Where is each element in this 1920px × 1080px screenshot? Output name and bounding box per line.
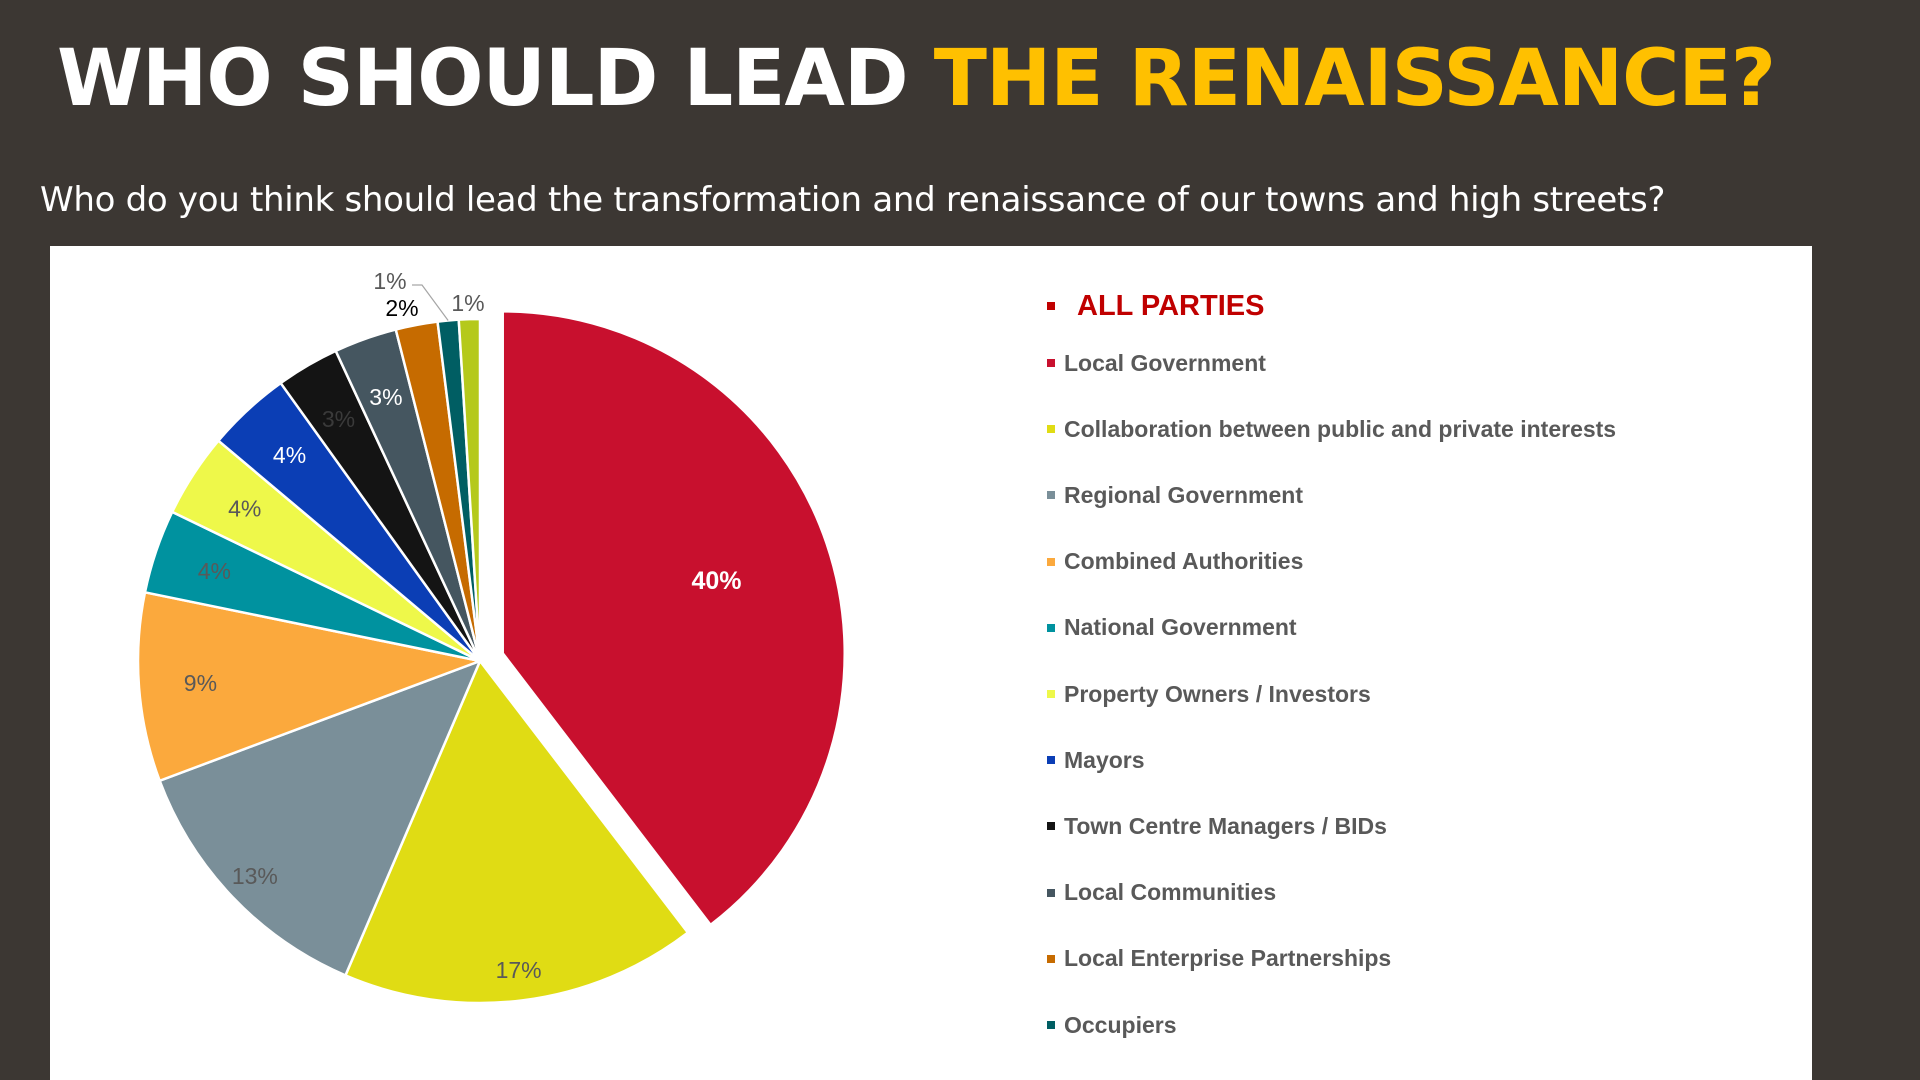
legend-label: Collaboration between public and private… [1064, 415, 1617, 442]
pie-slice [158, 658, 483, 978]
legend-item: Property Owners / Investors [1047, 677, 1371, 711]
pie-slice [343, 658, 690, 1005]
slide-subtitle: Who do you think should lead the transfo… [40, 180, 1666, 220]
legend-swatch [1047, 623, 1055, 632]
slice-data-label: 1% [451, 290, 484, 316]
slice-data-label: 3% [322, 406, 355, 432]
legend-swatch [1047, 425, 1055, 434]
title-part-2: THE RENAISSANCE? [933, 34, 1776, 124]
legend-header-swatch [1047, 302, 1055, 310]
pie-slice [457, 317, 482, 662]
slice-data-label: 40% [691, 567, 741, 595]
legend-swatch [1047, 888, 1055, 897]
legend-label: Local Communities [1064, 879, 1277, 906]
legend-item: Collaboration between public and private… [1047, 412, 1616, 446]
pie-slice [136, 590, 485, 783]
legend-header-label: ALL PARTIES [1077, 289, 1265, 322]
legend-label: Combined Authorities [1064, 548, 1304, 575]
legend-item: Local Enterprise Partnerships [1047, 942, 1391, 976]
slice-data-label: 4% [228, 495, 261, 521]
slice-data-label: 1% [373, 268, 406, 294]
legend-swatch [1047, 1021, 1055, 1029]
legend-swatch [1047, 359, 1055, 367]
legend-swatch [1047, 756, 1055, 765]
slice-data-label: 2% [385, 295, 418, 321]
legend-label: Town Centre Managers / BIDs [1064, 812, 1387, 839]
legend-item: Local Government [1047, 346, 1266, 380]
legend-swatch [1047, 954, 1055, 963]
title-part-1: WHO SHOULD LEAD [57, 34, 909, 124]
slice-data-label: 4% [273, 442, 306, 468]
legend-item: Combined Authorities [1047, 545, 1303, 579]
legend-item: Mayors [1047, 743, 1145, 777]
slice-data-label: 9% [184, 670, 217, 696]
legend-header: ALL PARTIES [1047, 286, 1264, 326]
legend-item: Occupiers [1047, 1008, 1177, 1042]
slice-data-label: 17% [496, 957, 542, 983]
legend-label: Occupiers [1064, 1011, 1177, 1038]
legend-swatch [1047, 690, 1055, 698]
legend-swatch [1047, 822, 1055, 831]
legend-item: Regional Government [1047, 478, 1303, 512]
pie-slice [501, 310, 846, 927]
chart-panel: 40% 17% 13% 9% 4% 4% 4% 3% 3% 2% 1% 1% ALL PARTIES L… [50, 246, 1812, 1080]
slice-data-label: 13% [232, 863, 278, 889]
slide-title: WHO SHOULD LEAD THE RENAISSANCE? [57, 34, 1776, 124]
legend-label: Local Government [1064, 349, 1266, 376]
legend-item: Town Centre Managers / BIDs [1047, 809, 1387, 843]
legend-label: National Government [1064, 614, 1297, 641]
legend-label: Property Owners / Investors [1064, 680, 1371, 707]
legend-label: Mayors [1064, 746, 1145, 773]
legend-item: Local Communities [1047, 876, 1276, 910]
slice-data-label: 4% [198, 558, 231, 584]
legend-swatch [1047, 557, 1055, 566]
label-leader-line [412, 284, 449, 321]
legend-label: Local Enterprise Partnerships [1064, 945, 1392, 972]
legend-item: National Government [1047, 611, 1297, 645]
legend-label: Regional Government [1064, 481, 1303, 508]
slice-data-label: 3% [369, 384, 402, 410]
pie-chart: 40%17%13%9%4%4%4%3%3%2%1%1% [136, 268, 846, 1005]
legend-swatch [1047, 491, 1055, 500]
